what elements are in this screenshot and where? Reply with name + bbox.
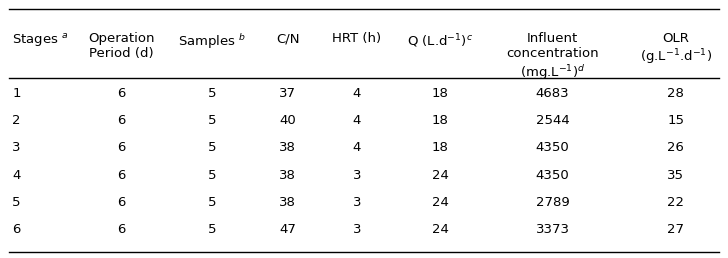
Text: 22: 22 (668, 196, 684, 209)
Text: 18: 18 (432, 141, 448, 154)
Text: 35: 35 (668, 168, 684, 182)
Text: 4: 4 (352, 141, 361, 154)
Text: 28: 28 (668, 87, 684, 100)
Text: 26: 26 (668, 141, 684, 154)
Text: 5: 5 (207, 114, 216, 127)
Text: 6: 6 (117, 141, 125, 154)
Text: 4: 4 (352, 87, 361, 100)
Text: 6: 6 (117, 196, 125, 209)
Text: 4683: 4683 (536, 87, 569, 100)
Text: 5: 5 (12, 196, 21, 209)
Text: 47: 47 (280, 223, 296, 236)
Text: 24: 24 (432, 223, 448, 236)
Text: 24: 24 (432, 196, 448, 209)
Text: 18: 18 (432, 114, 448, 127)
Text: 24: 24 (432, 168, 448, 182)
Text: 2: 2 (12, 114, 21, 127)
Text: C/N: C/N (276, 32, 300, 45)
Text: 3373: 3373 (536, 223, 569, 236)
Text: 6: 6 (117, 87, 125, 100)
Text: 6: 6 (117, 114, 125, 127)
Text: 4350: 4350 (536, 141, 569, 154)
Text: 27: 27 (668, 223, 684, 236)
Text: 3: 3 (352, 168, 361, 182)
Text: 1: 1 (12, 87, 21, 100)
Text: 40: 40 (280, 114, 296, 127)
Text: 2789: 2789 (536, 196, 569, 209)
Text: 5: 5 (207, 87, 216, 100)
Text: 5: 5 (207, 196, 216, 209)
Text: 5: 5 (207, 141, 216, 154)
Text: 4350: 4350 (536, 168, 569, 182)
Text: 4: 4 (12, 168, 20, 182)
Text: 6: 6 (117, 168, 125, 182)
Text: 3: 3 (352, 196, 361, 209)
Text: OLR
(g.L$^{-1}$.d$^{-1}$): OLR (g.L$^{-1}$.d$^{-1}$) (640, 32, 712, 67)
Text: 6: 6 (12, 223, 20, 236)
Text: 2544: 2544 (536, 114, 569, 127)
Text: 18: 18 (432, 87, 448, 100)
Text: 38: 38 (280, 168, 296, 182)
Text: 38: 38 (280, 141, 296, 154)
Text: 37: 37 (280, 87, 296, 100)
Text: 3: 3 (12, 141, 21, 154)
Text: 5: 5 (207, 168, 216, 182)
Text: 38: 38 (280, 196, 296, 209)
Text: Samples $^{b}$: Samples $^{b}$ (178, 32, 246, 51)
Text: 4: 4 (352, 114, 361, 127)
Text: Stages $^{a}$: Stages $^{a}$ (12, 32, 69, 49)
Text: HRT (h): HRT (h) (332, 32, 381, 45)
Text: Influent
concentration
(mg.L$^{-1}$)$^{d}$: Influent concentration (mg.L$^{-1}$)$^{d… (506, 32, 599, 82)
Text: Q (L.d$^{-1}$)$^{c}$: Q (L.d$^{-1}$)$^{c}$ (407, 32, 473, 50)
Text: 6: 6 (117, 223, 125, 236)
Text: 15: 15 (668, 114, 684, 127)
Text: Operation
Period (d): Operation Period (d) (88, 32, 154, 60)
Text: 3: 3 (352, 223, 361, 236)
Text: 5: 5 (207, 223, 216, 236)
